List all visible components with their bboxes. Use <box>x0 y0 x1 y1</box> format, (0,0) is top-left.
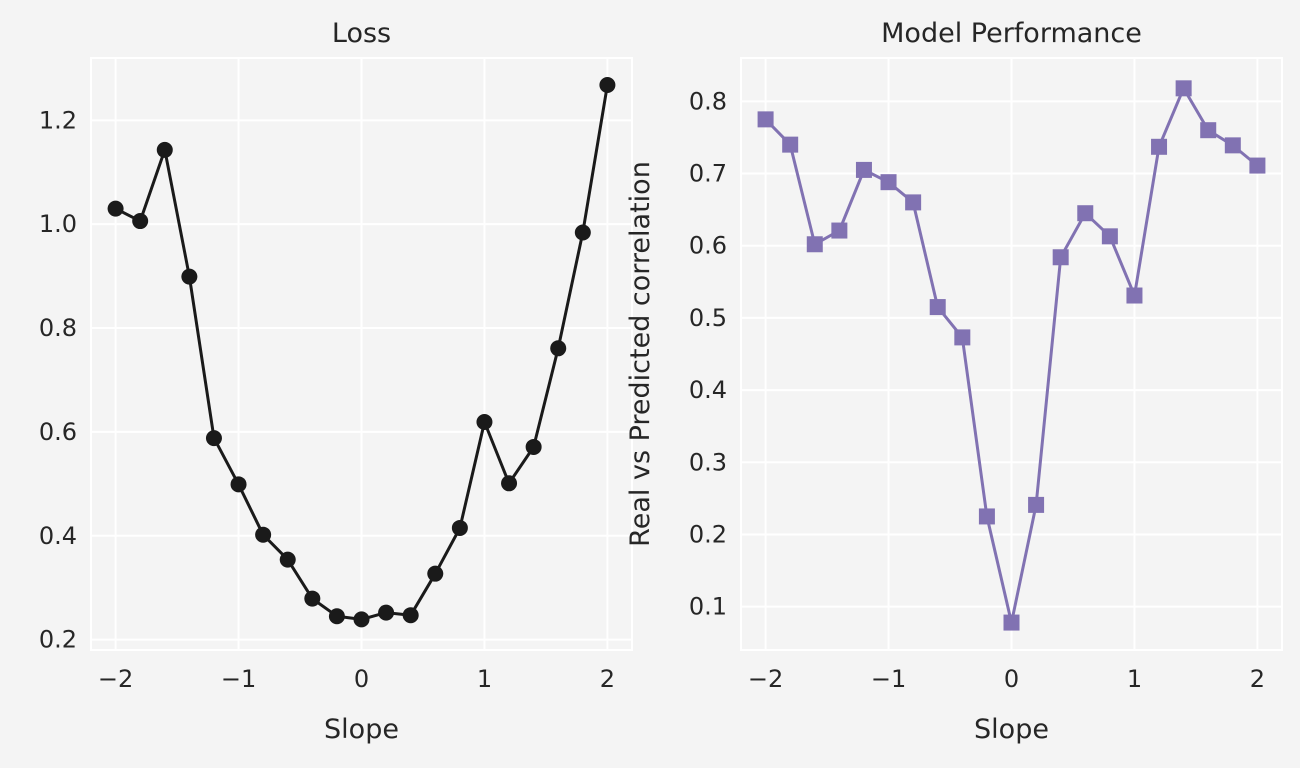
performance-y-tick-label: 0.1 <box>689 593 727 621</box>
loss-data-point <box>304 590 321 607</box>
model-performance-chart: −2 −1 0 1 2 0.1 0.2 0.3 0.4 0.5 0.6 0.7 0.8 Model P… <box>625 18 1283 745</box>
performance-y-tick-label: 0.6 <box>689 232 727 260</box>
performance-y-tick-label: 0.7 <box>689 160 727 188</box>
loss-data-point <box>574 224 591 241</box>
performance-data-point <box>806 236 823 253</box>
loss-data-point <box>378 604 395 621</box>
performance-y-tick-label: 0.5 <box>689 304 727 332</box>
loss-data-point <box>107 200 124 217</box>
performance-y-ticks: 0.1 0.2 0.3 0.4 0.5 0.6 0.7 0.8 <box>689 87 727 620</box>
loss-data-point <box>402 607 419 624</box>
loss-y-tick-label: 0.6 <box>39 418 77 446</box>
loss-chart-title: Loss <box>332 18 391 49</box>
loss-y-tick-label: 1.0 <box>39 210 77 238</box>
performance-x-ticks: −2 −1 0 1 2 <box>748 665 1265 693</box>
performance-grid <box>741 58 1282 650</box>
performance-data-point <box>1028 496 1045 513</box>
performance-data-point <box>855 161 872 178</box>
performance-data-point <box>757 111 774 128</box>
performance-data-point <box>1175 80 1192 97</box>
performance-y-tick-label: 0.4 <box>689 376 727 404</box>
loss-x-tick-label: 1 <box>477 665 492 693</box>
performance-chart-title: Model Performance <box>881 18 1142 49</box>
loss-x-tick-label: 0 <box>354 665 369 693</box>
loss-y-tick-label: 0.8 <box>39 314 77 342</box>
loss-x-ticks: −2 −1 0 1 2 <box>98 665 615 693</box>
loss-data-point <box>328 608 345 625</box>
loss-x-tick-label: −1 <box>221 665 256 693</box>
performance-x-tick-label: −1 <box>871 665 906 693</box>
loss-data-point <box>550 340 567 357</box>
performance-data-point <box>782 136 799 153</box>
performance-x-tick-label: 2 <box>1250 665 1265 693</box>
performance-data-point <box>831 222 848 239</box>
performance-x-tick-label: 0 <box>1004 665 1019 693</box>
performance-data-point <box>954 329 971 346</box>
performance-data-point <box>1151 138 1168 155</box>
loss-data-point <box>205 430 222 447</box>
loss-y-tick-label: 0.4 <box>39 522 77 550</box>
performance-x-axis-label: Slope <box>974 714 1049 745</box>
loss-data-point <box>599 77 616 94</box>
performance-data-point <box>1200 122 1217 139</box>
loss-data-point <box>525 438 542 455</box>
loss-data-point <box>132 213 149 230</box>
performance-y-tick-label: 0.8 <box>689 87 727 115</box>
performance-data-point <box>1224 137 1241 154</box>
performance-data-point <box>1077 205 1094 222</box>
loss-y-tick-label: 0.2 <box>39 626 77 654</box>
performance-series <box>757 80 1266 631</box>
performance-data-point <box>1249 157 1266 174</box>
performance-y-tick-label: 0.2 <box>689 520 727 548</box>
loss-series <box>107 77 616 628</box>
performance-x-tick-label: −2 <box>748 665 783 693</box>
loss-data-point <box>476 414 493 431</box>
loss-data-point <box>427 565 444 582</box>
loss-x-axis-label: Slope <box>324 714 399 745</box>
performance-data-point <box>905 194 922 211</box>
performance-x-tick-label: 1 <box>1127 665 1142 693</box>
performance-data-point <box>880 174 897 191</box>
loss-chart: −2 −1 0 1 2 0.2 0.4 0.6 0.8 1.0 1.2 Loss Slope <box>39 18 633 745</box>
loss-data-point <box>181 268 198 285</box>
loss-data-point <box>353 611 370 628</box>
loss-data-point <box>279 551 296 568</box>
performance-data-point <box>978 508 995 525</box>
loss-y-tick-label: 1.2 <box>39 106 77 134</box>
loss-data-point <box>451 519 468 536</box>
loss-x-tick-label: 2 <box>600 665 615 693</box>
loss-y-ticks: 0.2 0.4 0.6 0.8 1.0 1.2 <box>39 106 77 653</box>
loss-grid <box>91 58 632 650</box>
loss-data-point <box>230 476 247 493</box>
loss-data-point <box>156 141 173 158</box>
loss-data-point <box>255 526 272 543</box>
performance-y-axis-label: Real vs Predicted correlation <box>625 161 656 547</box>
performance-data-point <box>929 299 946 316</box>
performance-data-point <box>1052 249 1069 266</box>
loss-x-tick-label: −2 <box>98 665 133 693</box>
performance-data-point <box>1126 287 1143 304</box>
performance-y-tick-label: 0.3 <box>689 448 727 476</box>
performance-data-point <box>1003 614 1020 631</box>
loss-data-point <box>501 475 518 492</box>
performance-data-point <box>1101 228 1118 245</box>
